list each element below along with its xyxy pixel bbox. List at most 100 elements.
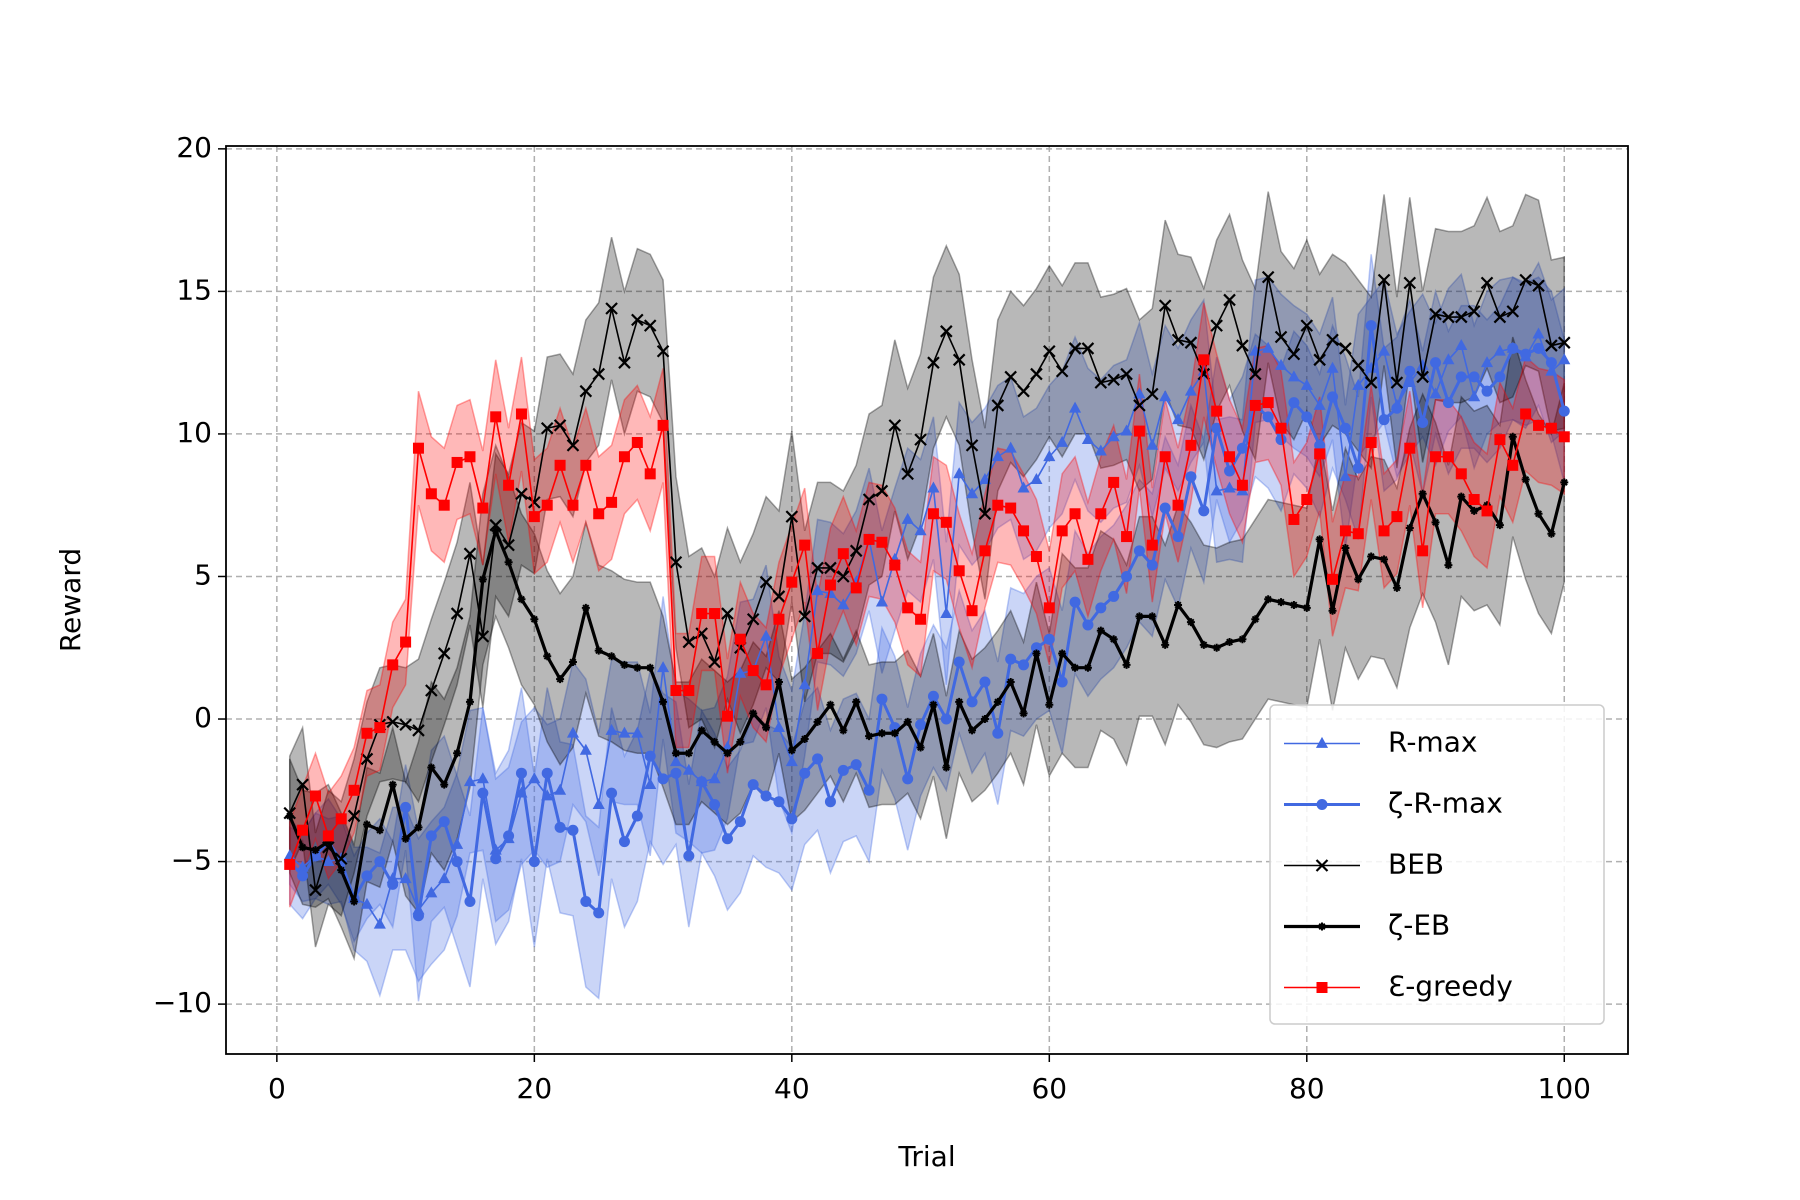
point — [1404, 442, 1416, 454]
point — [543, 652, 552, 661]
point — [1545, 339, 1558, 352]
point — [942, 763, 951, 772]
point — [1545, 357, 1557, 369]
point — [478, 575, 487, 584]
point — [1095, 602, 1107, 614]
point — [1032, 649, 1041, 658]
point — [671, 749, 680, 758]
point — [1313, 353, 1326, 367]
point — [309, 850, 321, 862]
point — [476, 630, 490, 643]
point — [528, 856, 540, 868]
point — [644, 750, 656, 762]
point — [670, 767, 682, 779]
point — [721, 833, 733, 845]
point — [865, 732, 874, 741]
point — [1545, 422, 1557, 434]
point — [1417, 545, 1429, 557]
y-tick-label: 0 — [194, 701, 212, 734]
point — [1378, 525, 1390, 537]
point — [1224, 451, 1236, 463]
point — [1224, 465, 1236, 477]
point — [1108, 590, 1120, 602]
legend-marker — [1315, 859, 1329, 872]
lines — [283, 270, 1571, 929]
point — [1313, 398, 1326, 410]
point — [464, 895, 476, 907]
point — [902, 773, 914, 785]
point — [1429, 307, 1442, 321]
point — [1094, 444, 1107, 456]
point — [465, 697, 474, 706]
point — [1521, 475, 1530, 484]
point — [1148, 612, 1157, 621]
point — [1468, 371, 1480, 383]
point — [515, 767, 527, 779]
point — [463, 547, 477, 560]
point — [849, 544, 863, 558]
point — [1262, 397, 1274, 409]
point — [1120, 367, 1133, 381]
point — [1481, 505, 1493, 517]
legend: R-max ζ-R-max BEB ζ-EB Ɛ-greedy — [1269, 704, 1605, 1025]
point — [1225, 638, 1234, 647]
point — [1352, 359, 1365, 372]
point — [1339, 342, 1352, 355]
point — [760, 790, 772, 802]
point — [438, 499, 450, 511]
point — [811, 561, 824, 575]
point — [1352, 462, 1364, 474]
point — [929, 700, 938, 709]
point — [1030, 642, 1042, 654]
point — [425, 684, 438, 697]
point — [489, 518, 502, 532]
point — [296, 778, 309, 791]
point — [1184, 336, 1198, 349]
point — [1223, 481, 1236, 493]
point — [980, 715, 989, 724]
point — [1560, 478, 1569, 487]
point — [966, 605, 978, 617]
point — [914, 433, 927, 446]
point — [709, 799, 721, 811]
point — [890, 729, 899, 738]
point — [541, 767, 553, 779]
point — [631, 313, 644, 327]
point — [1185, 471, 1197, 483]
point — [914, 524, 927, 536]
point — [388, 780, 397, 789]
point — [736, 737, 745, 746]
point — [927, 356, 940, 369]
point — [309, 790, 321, 802]
point — [1109, 635, 1118, 644]
point — [1161, 640, 1170, 649]
plot-frame — [225, 145, 1629, 1055]
point — [1004, 370, 1017, 384]
point — [1405, 524, 1414, 533]
point — [530, 615, 539, 624]
point — [1210, 319, 1223, 332]
point — [772, 720, 785, 732]
point — [669, 755, 683, 767]
point — [1468, 390, 1481, 402]
point — [1043, 450, 1056, 462]
point — [1288, 513, 1300, 525]
point — [1314, 439, 1326, 451]
point — [824, 796, 836, 808]
point — [1327, 391, 1339, 403]
point — [631, 810, 643, 822]
x-tick-label: 20 — [517, 1072, 553, 1105]
point — [824, 561, 837, 575]
point — [721, 710, 733, 722]
error-band — [288, 191, 1566, 948]
point — [618, 726, 631, 738]
point — [592, 367, 605, 381]
point — [594, 646, 603, 655]
point — [965, 439, 979, 452]
point — [1030, 367, 1043, 381]
point — [1133, 387, 1146, 399]
point — [580, 459, 592, 471]
point — [1198, 505, 1210, 517]
point — [876, 536, 888, 548]
point — [966, 696, 978, 708]
